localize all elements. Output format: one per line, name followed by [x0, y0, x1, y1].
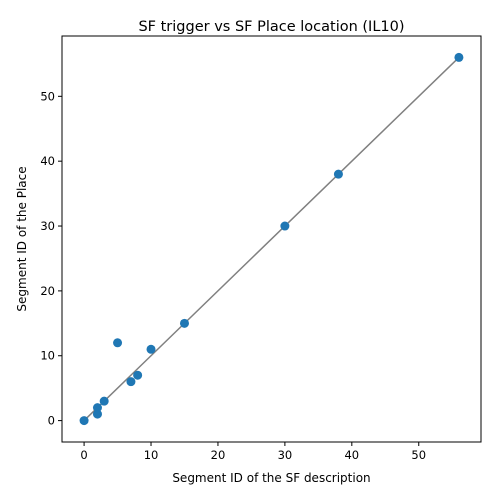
y-tick-label: 20 [40, 284, 55, 298]
reference-line [83, 56, 460, 422]
x-axis: 0 10 20 30 40 50 [80, 442, 426, 462]
data-point [126, 377, 136, 387]
x-tick-label: 30 [278, 448, 293, 462]
data-point [92, 409, 102, 419]
x-tick-label: 0 [80, 448, 87, 462]
y-tick-label: 50 [40, 89, 55, 103]
chart-title: SF trigger vs SF Place location (IL10) [138, 19, 404, 35]
y-axis-label: Segment ID of the Place [15, 166, 29, 311]
data-point [146, 344, 156, 354]
data-point [79, 416, 89, 426]
y-tick-label: 0 [48, 414, 55, 428]
x-tick-label: 40 [344, 448, 359, 462]
data-point [333, 169, 343, 179]
plot-area [79, 52, 464, 426]
data-point [179, 318, 189, 328]
data-point [280, 221, 290, 231]
y-tick-label: 30 [40, 219, 55, 233]
x-tick-label: 10 [144, 448, 159, 462]
x-tick-label: 20 [211, 448, 226, 462]
y-tick-label: 40 [40, 154, 55, 168]
data-point [99, 396, 109, 406]
data-point [454, 52, 464, 62]
data-point [133, 370, 143, 380]
data-point [113, 338, 123, 348]
data-point [92, 403, 102, 413]
x-tick-label: 50 [411, 448, 426, 462]
x-axis-label: Segment ID of the SF description [172, 471, 370, 485]
axes-frame [61, 35, 482, 443]
y-tick-label: 10 [40, 349, 55, 363]
y-axis: 0 10 20 30 40 50 [40, 89, 62, 428]
